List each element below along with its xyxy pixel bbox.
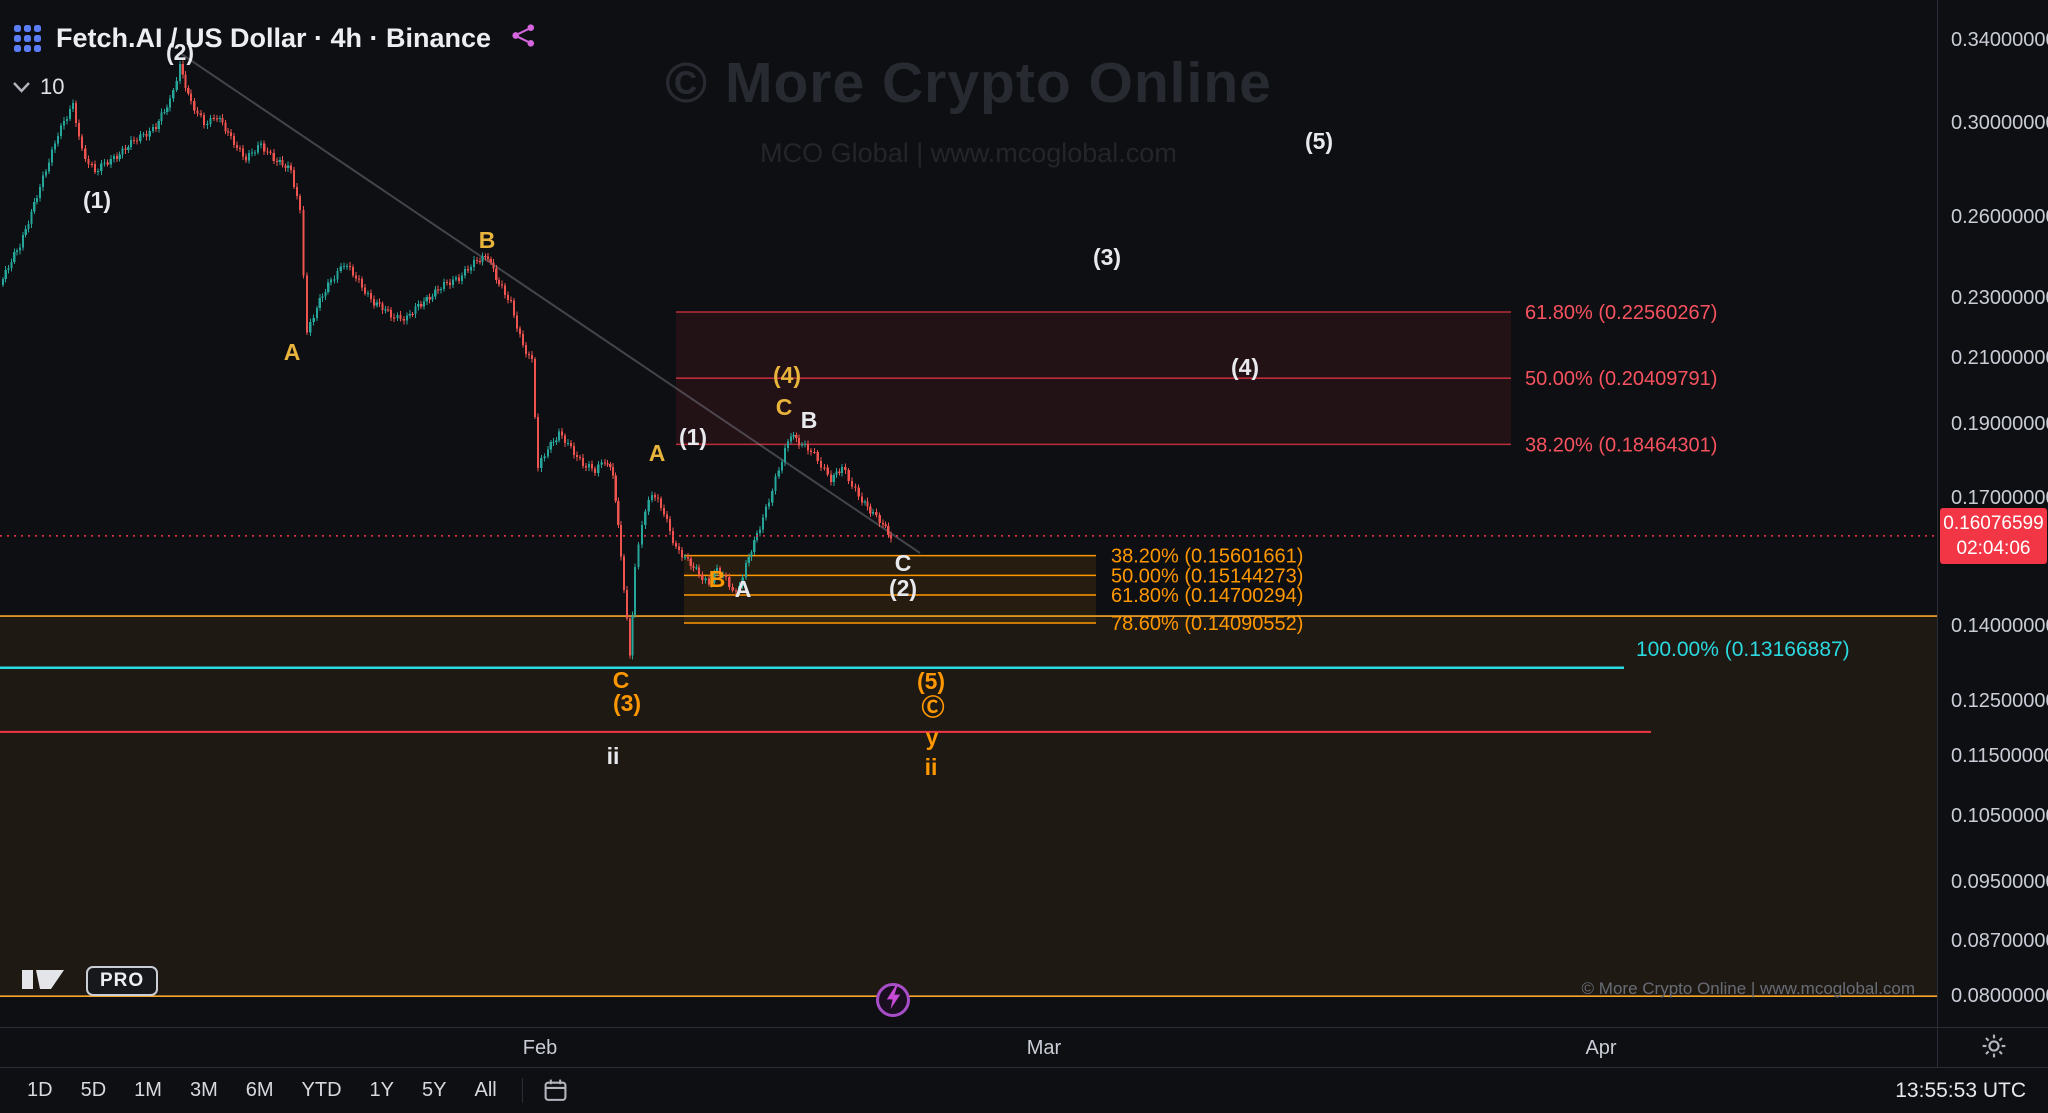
range-button-ytd[interactable]: YTD [301, 1079, 342, 1101]
fib-upper-label: 38.20% (0.18464301) [1525, 434, 1717, 456]
price-axis-label: 0.08700000 [1951, 929, 2048, 952]
current-price-label: 0.16076599 02:04:06 [1940, 507, 2047, 564]
range-button-5y[interactable]: 5Y [422, 1079, 447, 1101]
current-price-value: 0.16076599 [1943, 512, 2044, 534]
tradingview-logo[interactable]: PRO [20, 963, 159, 998]
go-to-date-icon[interactable] [535, 1076, 576, 1105]
range-button-all[interactable]: All [474, 1079, 497, 1101]
wave-label[interactable]: (2) [166, 39, 194, 65]
range-button-1m[interactable]: 1M [134, 1079, 162, 1101]
wave-label[interactable]: (4) [773, 362, 801, 388]
fib-lower-label: 50.00% (0.15144273) [1111, 565, 1303, 587]
time-axis-label: Mar [1026, 1037, 1062, 1059]
price-axis-label: 0.17000000 [1951, 486, 2048, 509]
chart-region[interactable]: © More Crypto Online MCO Global | www.mc… [0, 0, 1937, 1027]
chart-canvas[interactable]: 61.80% (0.22560267) 50.00% (0.20409791) 38… [0, 0, 1937, 1027]
fib-retracement-lower[interactable]: 38.20% (0.15601661)50.00% (0.15144273)61… [684, 546, 1303, 635]
fib-lower-label: 78.60% (0.14090552) [1111, 613, 1303, 635]
axis-corner [1937, 1027, 2048, 1068]
price-axis-label: 0.09500000 [1951, 871, 2048, 894]
trendline[interactable] [179, 52, 921, 554]
fib-extension-label: 100.00% (0.13166887) [1636, 638, 1850, 661]
wave-label[interactable]: (3) [1093, 244, 1121, 270]
symbol-row: Fetch.AI / US Dollar · 4h · Binance [14, 22, 537, 54]
price-axis-label: 0.19000000 [1951, 413, 2048, 436]
bottom-toolbar: 1D 5D 1M 3M 6M YTD 1Y 5Y All 13:55:53 UTC [0, 1067, 2048, 1113]
price-axis-label: 0.23000000 [1951, 287, 2048, 310]
wave-label[interactable]: y [926, 724, 939, 750]
price-axis-label: 0.30000000 [1951, 111, 2048, 134]
wave-label[interactable]: (5) [917, 668, 945, 694]
price-axis-label: 0.12500000 [1951, 690, 2048, 713]
candlestick-series [1, 60, 893, 660]
price-axis-label: 0.21000000 [1951, 347, 2048, 370]
price-axis[interactable]: 0.16076599 02:04:06 0.34000000 0.30000000… [1937, 0, 2048, 1027]
wave-label[interactable]: (4) [1231, 354, 1259, 380]
wave-label[interactable]: A [649, 440, 666, 466]
wave-label[interactable]: (2) [889, 575, 917, 601]
time-axis[interactable]: Feb Mar Apr [0, 1027, 1937, 1068]
time-axis-label: Apr [1585, 1037, 1617, 1059]
grid-menu-icon[interactable] [14, 24, 41, 52]
wave-labels[interactable]: (2)(1)BA(3)(5)(4) (4)C B(1)AB AC(2)C(3)ii(5… [83, 39, 1333, 780]
wave-label[interactable]: (3) [613, 690, 641, 716]
fib-upper-label: 61.80% (0.22560267) [1525, 302, 1717, 324]
wave-label[interactable]: C [776, 394, 793, 420]
range-button-6m[interactable]: 6M [245, 1079, 274, 1101]
target-zone[interactable] [0, 615, 1937, 997]
wave-label[interactable]: Ⓒ [922, 694, 945, 720]
wave-label[interactable]: (1) [679, 424, 707, 450]
indicator-toggle[interactable]: 10 [12, 74, 64, 100]
fib-retracement-upper[interactable]: 61.80% (0.22560267) 50.00% (0.20409791) 38… [676, 302, 1717, 456]
range-button-5d[interactable]: 5D [80, 1079, 107, 1101]
lightning-icon [886, 986, 901, 1014]
range-buttons: 1D 5D 1M 3M 6M YTD 1Y 5Y All [14, 1075, 510, 1106]
range-button-1d[interactable]: 1D [27, 1079, 53, 1101]
price-axis-label: 0.10500000 [1951, 805, 2048, 828]
gear-icon[interactable] [1981, 1033, 2007, 1064]
wave-label[interactable]: A [284, 339, 301, 365]
wave-label[interactable]: C [895, 550, 912, 576]
fib-lower-label: 61.80% (0.14700294) [1111, 585, 1303, 607]
current-price-countdown: 02:04:06 [1956, 537, 2031, 559]
price-axis-label: 0.34000000 [1951, 29, 2048, 51]
wave-label[interactable]: B [479, 227, 496, 253]
wave-label[interactable]: (1) [83, 187, 111, 213]
wave-label[interactable]: A [735, 576, 752, 602]
tradingview-logo-icon [20, 963, 76, 998]
price-axis-label: 0.14000000 [1951, 615, 2048, 638]
symbol-title[interactable]: Fetch.AI / US Dollar · 4h · Binance [56, 22, 492, 53]
price-axis-label: 0.26000000 [1951, 206, 2048, 229]
price-axis-label: 0.11500000 [1951, 745, 2048, 768]
toolbar-clock: 13:55:53 UTC [1895, 1078, 2026, 1102]
wave-label[interactable]: B [709, 566, 726, 592]
wave-label[interactable]: (5) [1305, 128, 1333, 154]
fib-lower-label: 38.20% (0.15601661) [1111, 546, 1303, 568]
chart-copyright: © More Crypto Online | www.mcoglobal.com [1581, 979, 1915, 998]
share-icon[interactable] [510, 22, 537, 54]
price-axis-label: 0.08000000 [1951, 985, 2048, 1007]
wave-label[interactable]: C [613, 667, 630, 693]
wave-label[interactable]: B [801, 407, 818, 433]
pro-badge[interactable]: PRO [86, 965, 159, 996]
time-axis-label: Feb [522, 1037, 558, 1059]
wave-label[interactable]: ii [925, 754, 938, 780]
range-button-1y[interactable]: 1Y [369, 1079, 395, 1101]
wave-label[interactable]: ii [607, 743, 620, 769]
event-marker[interactable] [876, 983, 910, 1017]
fib-upper-label: 50.00% (0.20409791) [1525, 368, 1717, 390]
range-button-3m[interactable]: 3M [189, 1079, 218, 1101]
chevron-down-icon [12, 74, 31, 100]
toolbar-divider [521, 1078, 523, 1103]
fib-extension-line[interactable]: 100.00% (0.13166887) [0, 638, 1850, 670]
indicator-count: 10 [40, 74, 65, 99]
